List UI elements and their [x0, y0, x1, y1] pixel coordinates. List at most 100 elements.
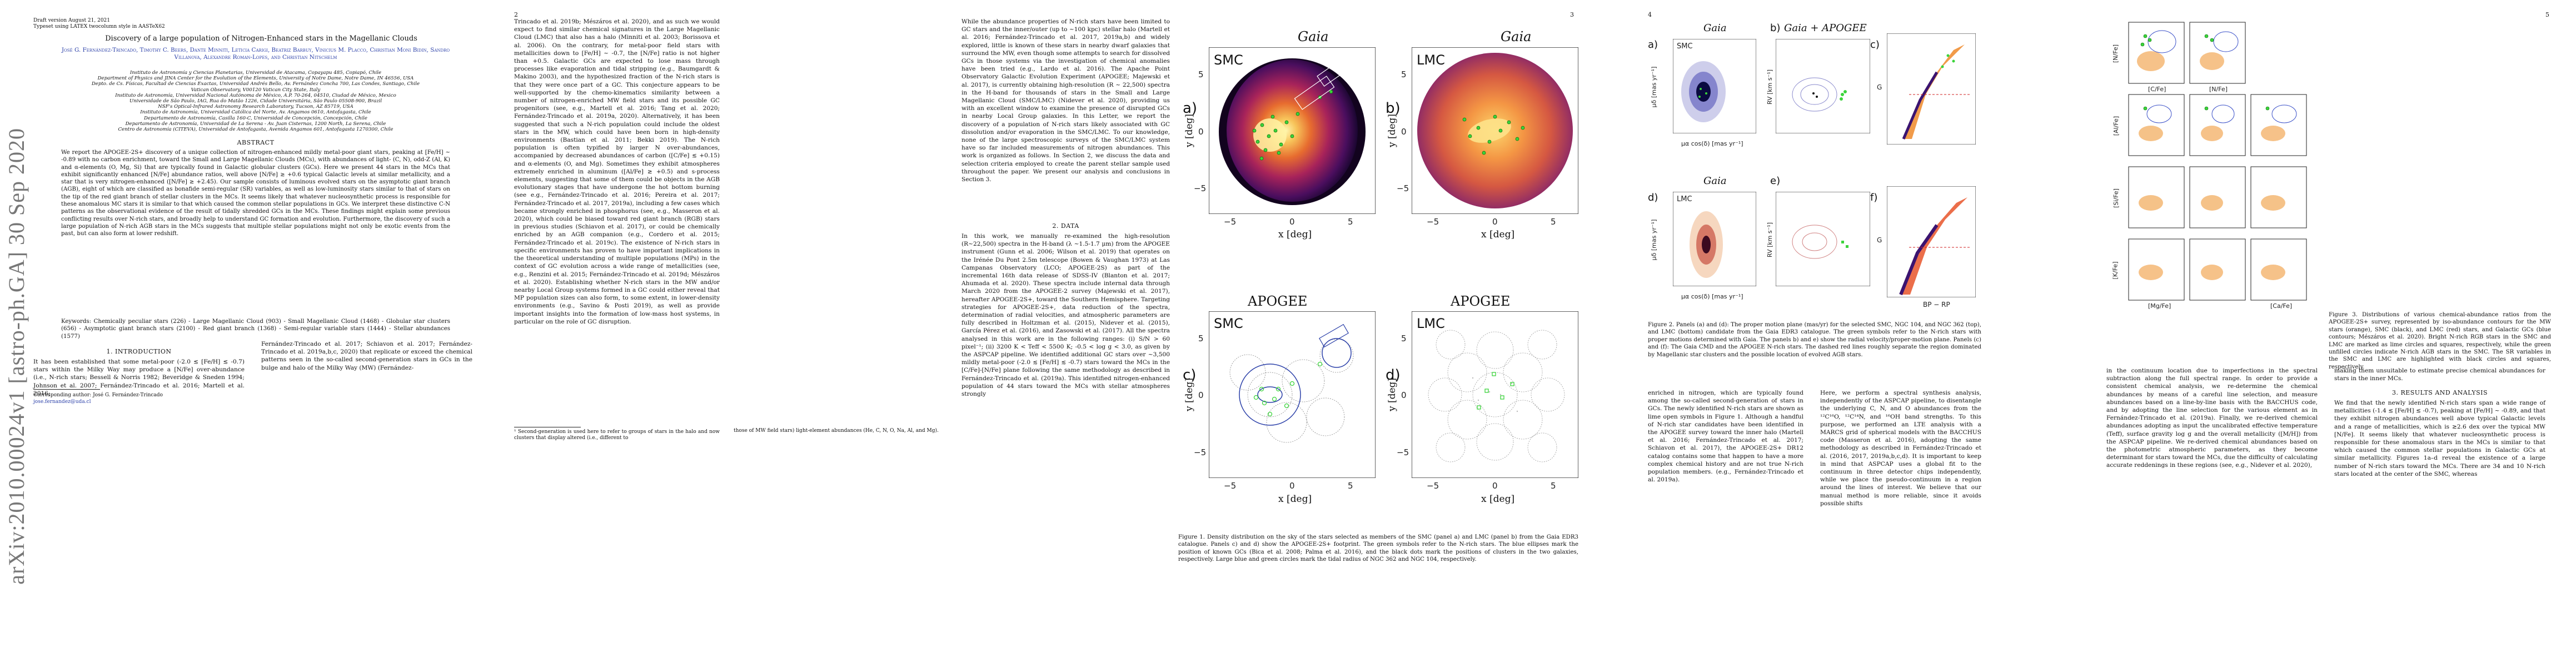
y-axis-label: μδ [mas yr⁻¹] — [1650, 66, 1658, 108]
x-tick: 0 — [1289, 217, 1295, 227]
intro-text-left: It has been established that some metal-… — [33, 359, 245, 397]
abstract-heading: ABSTRACT — [237, 139, 275, 146]
abundance-contour-grid — [2128, 22, 2307, 301]
figure-1: a) Gaia SMC x [deg] y [deg] −5 0 5 −5 0 … — [1178, 17, 1581, 567]
data-text: In this work, we manually re-examined th… — [961, 233, 1170, 398]
arxiv-stamp: arXiv:2010.00024v1 [astro-ph.GA] 30 Sep … — [4, 128, 29, 585]
intro-heading: 1. INTRODUCTION — [106, 348, 172, 355]
affiliation: Vatican Observatory, V00120 Vatican City… — [191, 87, 321, 93]
page-4-text-right: Here, we perform a spectral synthesis an… — [1820, 390, 1981, 507]
figure-2: Gaia a) SMC μα cos(δ) [mas yr⁻¹] μδ [mas… — [1648, 17, 1981, 328]
corresponding-author: Corresponding author: José G. Fernández-… — [33, 392, 163, 398]
results-text: We find that the newly identified N-rich… — [2334, 400, 2545, 477]
panel-title: Gaia — [1703, 22, 1727, 34]
field-label: SMC — [1677, 42, 1693, 51]
author-list: José G. Fernández-Trincado, Timothy C. B… — [61, 47, 450, 61]
y-axis-label: y [deg] — [1184, 377, 1195, 412]
y-axis-label: y [deg] — [1184, 113, 1195, 148]
page-5-text-right: making them unsuitable to estimate preci… — [2334, 367, 2545, 382]
affiliation: NSF's Optical-Infrared Astronomy Researc… — [158, 104, 353, 110]
footnote: ¹ Second-generation is used here to refe… — [514, 429, 720, 441]
y-axis-label: y [deg] — [1387, 113, 1398, 148]
figure-2-panel-c: c) G — [1870, 17, 1981, 167]
y-axis-label: [N/Fe] — [2112, 44, 2120, 63]
figure-3: [N/Fe] [Al/Fe] [Si/Fe] [K/Fe] [C/Fe] [N/… — [2106, 17, 2318, 317]
y-tick: 0 — [1198, 127, 1204, 137]
figure-1-panel-b: b) Gaia LMC x [deg] y [deg] −5 0 5 −5 0 … — [1381, 17, 1581, 278]
figure-2-panel-a: Gaia a) SMC μα cos(δ) [mas yr⁻¹] μδ [mas… — [1648, 17, 1759, 167]
paper-title: Discovery of a large population of Nitro… — [105, 34, 417, 43]
panel-label: f) — [1870, 192, 1878, 203]
y-tick: 5 — [1401, 69, 1407, 79]
y-tick: −5 — [1194, 447, 1207, 457]
smc-color-magnitude — [1887, 33, 1976, 145]
figure-3-caption: Figure 3. Distributions of various chemi… — [2329, 312, 2551, 370]
lmc-apogee-footprint — [1412, 311, 1578, 478]
affiliation: Universidade de São Paulo, IAG, Rua do M… — [129, 98, 382, 104]
affiliation: Depto. de Cs. Físicas, Facultad de Cienc… — [91, 81, 420, 87]
affiliation: Centro de Astronomía (CITEVA), Universid… — [118, 127, 393, 133]
x-axis-label: μα cos(δ) [mas yr⁻¹] — [1681, 293, 1743, 300]
y-tick: 5 — [1401, 334, 1407, 344]
figure-2-panel-f: f) BP − RP G — [1870, 170, 1981, 320]
affiliation: Instituto de Astronomía y Ciencias Plane… — [129, 70, 382, 76]
page-1: Draft version August 21, 2021 Typeset us… — [33, 0, 511, 667]
figure-1-panel-c: c) APOGEE SMC x [deg] y [deg] −5 0 5 −5 … — [1178, 283, 1378, 539]
x-tick: 0 — [1492, 481, 1498, 491]
footnote-continued: those of MW field stars) light-element a… — [734, 428, 939, 434]
y-tick: 0 — [1198, 390, 1204, 400]
x-tick: −5 — [1224, 217, 1237, 227]
panel-label: d) — [1386, 367, 1401, 384]
panel-title: Gaia — [1298, 29, 1329, 44]
y-tick: −5 — [1397, 183, 1409, 193]
field-label: LMC — [1417, 316, 1445, 331]
affiliation: Departamento de Astronomía, Casilla 160-… — [144, 115, 367, 121]
page-5: 5 [N/Fe] — [2106, 0, 2573, 667]
x-tick: 5 — [1348, 217, 1353, 227]
x-tick: −5 — [1427, 481, 1439, 491]
y-tick: −5 — [1397, 447, 1409, 457]
smc-gaia-density-map — [1209, 47, 1376, 214]
field-label: LMC — [1417, 52, 1445, 68]
x-axis-label: [Ca/Fe] — [2270, 302, 2293, 310]
y-axis-label: [K/Fe] — [2111, 261, 2119, 280]
x-tick: 0 — [1289, 481, 1295, 491]
x-axis-label: x [deg] — [1481, 494, 1515, 505]
x-tick: −5 — [1224, 481, 1237, 491]
x-axis-label: [N/Fe] — [2209, 86, 2228, 93]
affiliation: Department of Physics and JINA Center fo… — [97, 76, 414, 82]
x-axis-label: [C/Fe] — [2148, 86, 2166, 93]
y-tick: 0 — [1401, 390, 1407, 400]
figure-2-panel-e: e) RV [km s⁻¹] — [1759, 170, 1870, 320]
field-label: SMC — [1214, 316, 1243, 331]
panel-title: Gaia — [1703, 175, 1727, 187]
smc-proper-motion-density — [1673, 39, 1756, 133]
x-tick: 5 — [1348, 481, 1353, 491]
page-number: 5 — [2545, 11, 2549, 18]
data-heading: 2. DATA — [1052, 222, 1079, 230]
figure-2-panel-b: Gaia + APOGEE b) RV [km s⁻¹] — [1759, 17, 1870, 167]
x-axis-label: x [deg] — [1481, 229, 1515, 240]
y-tick: 5 — [1198, 334, 1204, 344]
figure-1-panel-a: a) Gaia SMC x [deg] y [deg] −5 0 5 −5 0 … — [1178, 17, 1378, 278]
affiliation: Instituto de Astronomía, Universidad Cat… — [140, 109, 371, 116]
panel-label: d) — [1648, 192, 1658, 203]
panel-title: APOGEE — [1248, 293, 1308, 309]
panel-title: Gaia — [1501, 29, 1532, 44]
x-axis-label: x [deg] — [1278, 229, 1312, 240]
y-tick: 5 — [1198, 69, 1204, 79]
panel-label: e) — [1770, 175, 1781, 187]
x-axis-label: BP − RP — [1923, 301, 1950, 308]
page-4: 4 Gaia a) SMC μα cos(δ) [mas yr⁻¹] μδ [m… — [1648, 0, 2104, 667]
figure-2-caption: Figure 2. Panels (a) and (d): The proper… — [1648, 322, 1981, 358]
author-email[interactable]: jose.fernandez@uda.cl — [33, 399, 91, 405]
lmc-proper-motion-density — [1673, 192, 1756, 286]
panel-label: a) — [1648, 39, 1658, 51]
y-axis-label: G — [1877, 236, 1882, 244]
x-tick: 5 — [1551, 481, 1556, 491]
field-label: LMC — [1677, 195, 1692, 203]
figure-1-caption: Figure 1. Density distribution on the sk… — [1178, 534, 1578, 563]
smc-apogee-footprint — [1209, 311, 1376, 478]
x-tick: 5 — [1551, 217, 1556, 227]
smc-rv-proper-motion — [1776, 39, 1870, 133]
